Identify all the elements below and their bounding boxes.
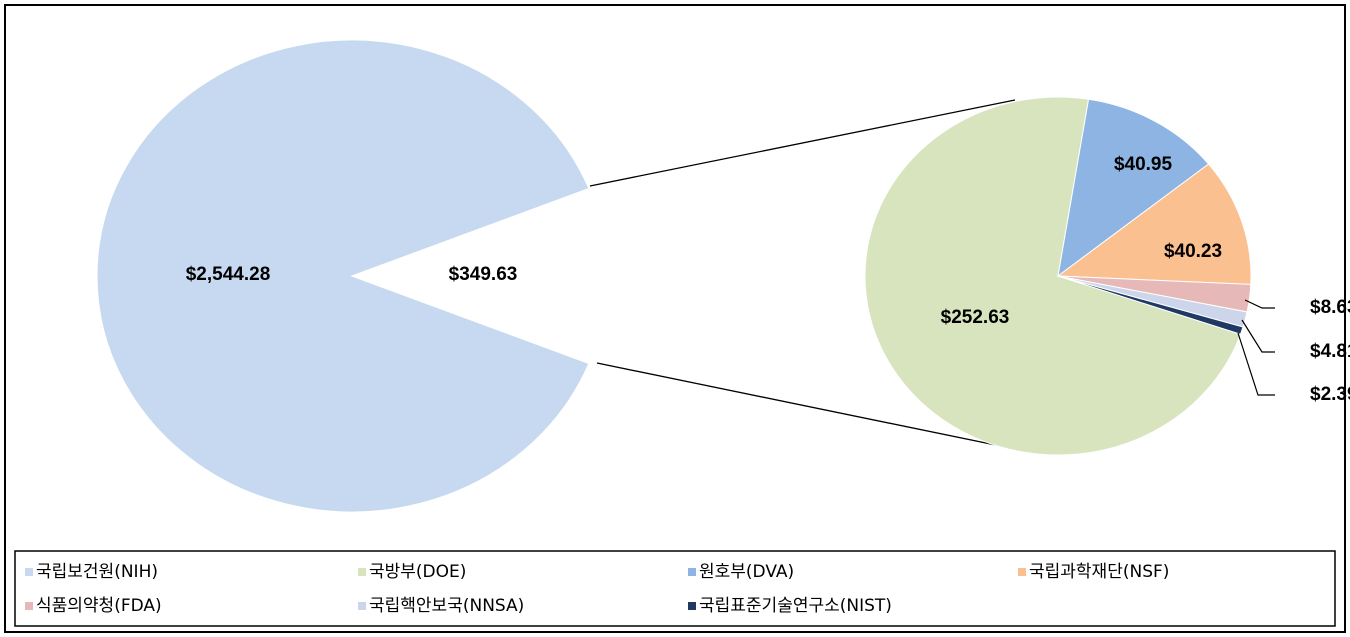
legend-label: 국립보건원(NIH) [36, 562, 158, 582]
pie-slice [1057, 98, 1210, 278]
legend-marker [358, 568, 366, 576]
data-label: $8.63 [1310, 297, 1350, 318]
pie-slice [1057, 275, 1244, 335]
data-label: $2,544.28 [186, 264, 271, 285]
leader-line [1244, 299, 1275, 309]
pie-slice [864, 96, 1242, 456]
leader-line [1237, 332, 1275, 396]
data-label: $349.63 [449, 264, 518, 285]
connector-line [589, 99, 1016, 187]
data-label: $4.81 [1310, 341, 1350, 362]
pie-slice [1056, 163, 1252, 285]
legend-marker [358, 602, 366, 610]
legend-label: 국립표준기술연구소(NIST) [699, 596, 892, 616]
data-label: $40.95 [1114, 154, 1173, 175]
legend-label: 국립과학재단(NSF) [1029, 562, 1169, 582]
legend-marker [688, 568, 696, 576]
legend-marker [1018, 568, 1026, 576]
legend-box [14, 550, 1336, 627]
legend-marker [25, 568, 33, 576]
connector-line [596, 362, 1016, 450]
data-label: $2.39 [1310, 384, 1350, 405]
legend-label: 국립핵안보국(NNSA) [369, 596, 524, 616]
legend-marker [25, 602, 33, 610]
pie-slice [96, 39, 590, 513]
pie-slice [350, 187, 608, 365]
leader-line [1241, 319, 1275, 353]
legend-label: 국방부(DOE) [369, 562, 466, 582]
legend-marker [688, 602, 696, 610]
data-label: $252.63 [941, 307, 1010, 328]
legend-label: 식품의약청(FDA) [36, 596, 162, 616]
legend-label: 원호부(DVA) [699, 562, 794, 582]
data-label: $40.23 [1164, 241, 1222, 262]
